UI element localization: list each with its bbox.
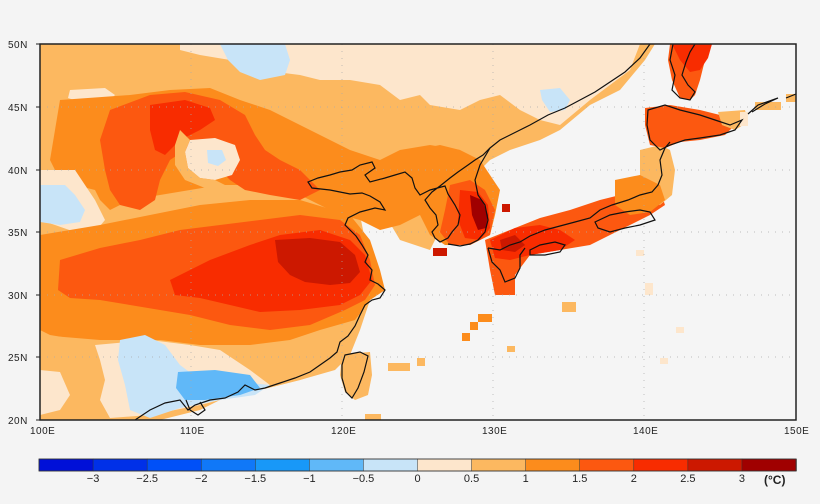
colorbar-swatch (417, 458, 473, 472)
colorbar-swatch (38, 458, 94, 472)
y-tick-label: 20N (8, 416, 28, 427)
colorbar-tick-label: −3 (87, 473, 100, 485)
y-tick-label: 50N (8, 40, 28, 51)
x-axis: 100E 110E 120E 130E 140E 150E (30, 426, 809, 437)
colorbar-tick-label: 0.5 (464, 473, 479, 485)
x-tick-label: 130E (482, 426, 507, 437)
colorbar-swatch (92, 458, 148, 472)
x-tick-label: 120E (331, 426, 356, 437)
y-tick-label: 40N (8, 166, 28, 177)
colorbar-swatch (255, 458, 311, 472)
colorbar-tick-label: −0.5 (353, 473, 375, 485)
colorbar-tick-label: 2.5 (680, 473, 695, 485)
y-tick-label: 45N (8, 103, 28, 114)
gridlines (40, 44, 796, 420)
x-tick-label: 140E (633, 426, 658, 437)
coastlines (134, 44, 796, 420)
colorbar-swatch (309, 458, 365, 472)
colorbar-swatch (471, 458, 527, 472)
colorbar-tick-label: −2.5 (136, 473, 158, 485)
colorbar: −3 −2.5 −2 −1.5 −1 −0.5 0 0.5 1 1.5 2 2.5 3 (°C) (38, 458, 797, 487)
colorbar-tick-label: 1.5 (572, 473, 587, 485)
colorbar-tick-label: 2 (631, 473, 637, 485)
colorbar-tick-label: 0 (414, 473, 420, 485)
colorbar-tick-label: −2 (195, 473, 208, 485)
colorbar-swatch (579, 458, 635, 472)
x-tick-label: 110E (180, 426, 205, 437)
x-tick-label: 150E (784, 426, 809, 437)
colorbar-swatch (363, 458, 419, 472)
colorbar-swatch (687, 458, 743, 472)
colorbar-swatch (525, 458, 581, 472)
colorbar-swatch (633, 458, 689, 472)
colorbar-tick-label: 3 (739, 473, 745, 485)
x-tick-label: 100E (30, 426, 55, 437)
colorbar-units-label: (°C) (764, 473, 785, 487)
colorbar-tick-label: 1 (523, 473, 529, 485)
y-axis: 50N 45N 40N 35N 30N 25N 20N (8, 40, 40, 427)
colorbar-swatch (200, 458, 257, 472)
colorbar-tick-label: −1.5 (244, 473, 266, 485)
colorbar-swatch (741, 458, 797, 472)
y-tick-label: 25N (8, 353, 28, 364)
y-tick-label: 30N (8, 291, 28, 302)
colorbar-tick-label: −1 (303, 473, 316, 485)
y-tick-label: 35N (8, 228, 28, 239)
colorbar-swatch (146, 458, 202, 472)
